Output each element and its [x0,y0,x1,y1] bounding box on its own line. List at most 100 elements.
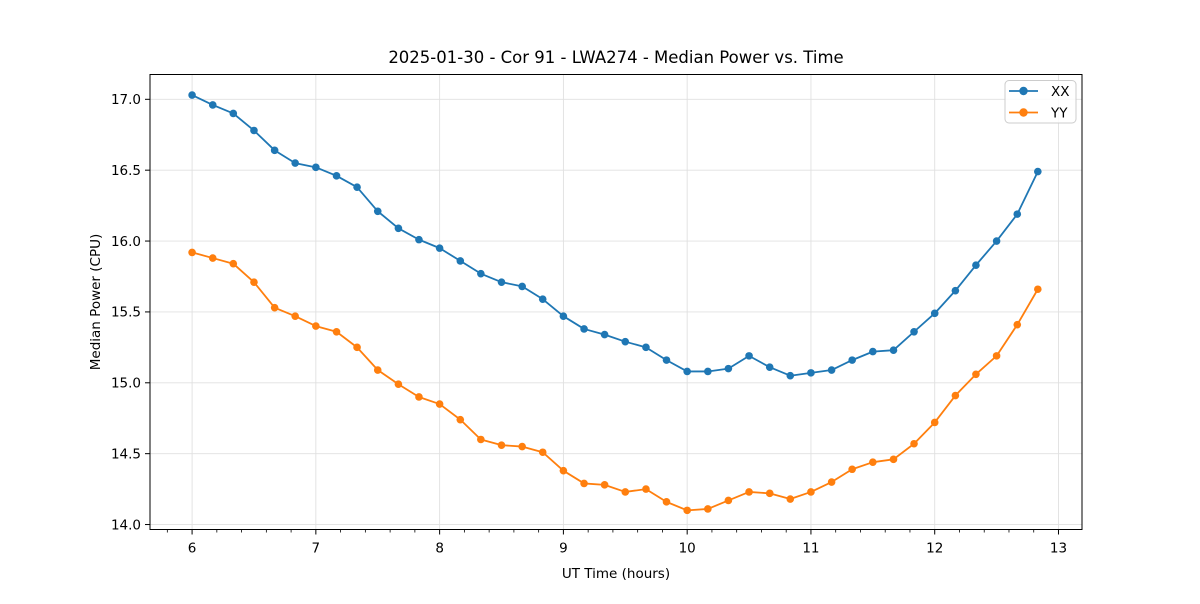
series-YY-marker [662,498,671,506]
series-XX-marker [270,146,279,155]
x-tick-label: 10 [679,541,696,557]
series-YY-marker [724,496,733,505]
series-YY-marker [786,495,795,503]
series-YY-marker [869,458,877,466]
series-YY-marker [332,327,341,336]
series-layer [188,91,1042,515]
series-YY-marker [394,380,403,389]
series-YY-marker [456,415,465,424]
x-tick-label: 7 [312,541,321,557]
x-tick-label: 8 [435,541,444,557]
series-XX-marker [807,369,815,377]
series-YY-marker [208,254,217,262]
series-XX-marker [600,330,609,339]
series-YY-marker [312,322,320,330]
series-YY-marker [497,441,506,449]
series-XX-marker [477,269,485,278]
series-XX-marker [1013,210,1022,218]
series-XX-marker [580,325,588,333]
series-XX-marker [518,282,526,291]
y-tick-label: 16.0 [111,234,141,250]
series-YY-marker [373,366,382,374]
series-YY-marker [600,481,609,489]
series-XX-marker [291,159,299,167]
legend-marker-sample [1019,86,1028,96]
series-YY-marker [538,448,547,457]
series-XX-marker [415,235,423,244]
series-XX-marker [208,101,217,109]
series-XX-marker [745,352,753,360]
series-YY-marker [848,465,856,474]
series-XX-marker [704,367,712,376]
series-XX-marker [1034,167,1042,176]
series-YY-marker [621,488,630,496]
y-axis-label: Median Power (CPU) [88,234,104,370]
x-tick-label: 11 [802,541,819,557]
series-XX-marker [188,91,196,99]
series-YY-marker [415,393,423,401]
series-XX-marker [497,278,506,286]
series-YY-marker [807,488,815,496]
series-XX-marker [683,367,691,376]
series-YY-marker [930,418,939,427]
legend-item-YY: YY [1009,105,1068,121]
series-YY-marker [765,489,774,498]
x-tick-label: 6 [188,541,197,557]
series-YY-line [191,251,1039,512]
series-XX-marker [559,312,568,320]
y-tick-label: 16.5 [111,163,141,179]
series-YY-marker [188,248,196,257]
series-XX-marker [951,286,960,295]
series-XX-marker [848,356,856,364]
series-XX-marker [332,172,341,180]
series-XX-marker [312,163,320,172]
series-YY-marker [477,435,485,444]
series-XX-marker [621,337,630,346]
y-tick-label: 15.0 [111,376,141,392]
series-XX [188,91,1042,380]
series-XX-marker [889,346,898,354]
x-tick-label: 13 [1050,541,1067,557]
series-YY-marker [992,352,1001,360]
legend-label: XX [1051,84,1070,100]
series-YY-marker [250,278,258,286]
series-YY [188,248,1042,515]
series-YY-marker [291,312,299,320]
plot-frame [149,74,1083,530]
series-YY-marker [353,343,361,352]
series-YY-marker [642,485,650,493]
series-XX-marker [765,363,774,372]
series-YY-marker [518,442,526,451]
x-axis-label: UT Time (hours) [562,566,670,582]
series-YY-marker [745,488,753,496]
chart-title: 2025-01-30 - Cor 91 - LWA274 - Median Po… [388,48,843,67]
series-XX-marker [662,356,671,364]
series-XX-marker [992,237,1001,245]
series-XX-marker [373,207,382,216]
series-XX-marker [456,257,465,265]
series-XX-marker [972,261,980,269]
series-XX-marker [538,295,547,303]
series-XX-marker [786,371,795,380]
x-tick-label: 9 [559,541,568,557]
series-YY-marker [1013,320,1022,329]
series-YY-marker [683,506,691,515]
series-YY-marker [559,466,568,475]
legend: XX YY [1004,80,1077,124]
axes: 6 7 8 9 10 11 12 13 14.0 14.5 15.0 15.5 16.0 16.5 17.0 [111,74,1083,557]
series-YY-marker [827,478,836,486]
grid [150,74,1082,530]
series-YY-marker [1034,285,1042,294]
series-YY-marker [229,259,238,268]
series-YY-marker [270,303,279,312]
series-YY-marker [910,439,918,448]
series-XX-marker [827,366,836,374]
y-tick-label: 15.5 [111,305,141,321]
series-XX-marker [724,364,733,373]
y-tick-label: 14.0 [111,517,141,533]
legend-marker-sample [1019,108,1028,117]
series-XX-marker [435,244,444,252]
series-XX-marker [353,183,361,191]
